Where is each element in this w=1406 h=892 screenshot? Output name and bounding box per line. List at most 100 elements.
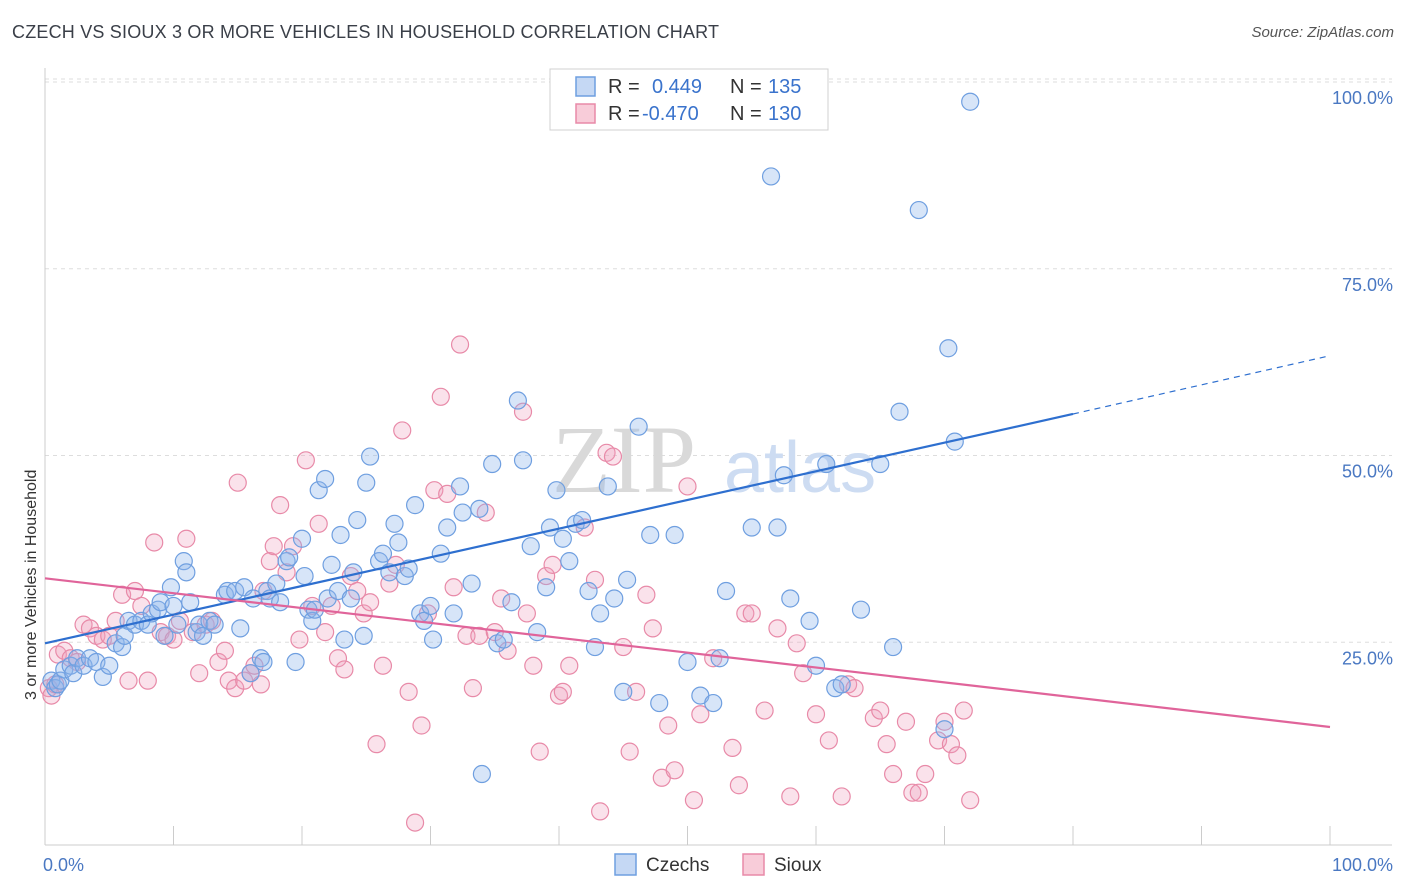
- czechs-point: [508, 391, 527, 410]
- czechs-point: [93, 667, 112, 687]
- x-tick-label-min: 0.0%: [43, 855, 84, 875]
- trendlines: [44, 355, 1331, 729]
- sioux-point: [373, 656, 393, 675]
- gridlines: [45, 78, 1392, 643]
- czechs-point: [716, 581, 736, 601]
- sioux-point: [864, 708, 883, 728]
- czechs-point: [742, 518, 761, 537]
- czechs-point: [890, 402, 909, 421]
- czechs-point: [115, 626, 134, 645]
- legend-n-value-czechs: 135: [768, 76, 801, 98]
- czechs-trendline-extension: [1072, 355, 1331, 415]
- sioux-point: [781, 787, 800, 806]
- sioux-point: [260, 552, 279, 571]
- czechs-point: [322, 555, 341, 574]
- czechs-point: [309, 481, 328, 500]
- czechs-point: [348, 510, 367, 530]
- sioux-point: [145, 533, 164, 552]
- czechs-point: [678, 652, 697, 672]
- czechs-point: [883, 637, 903, 657]
- czechs-point: [295, 566, 314, 586]
- sioux-point: [138, 671, 157, 690]
- legend: R = 0.449 N = 135 R = -0.470 N = 130: [549, 68, 829, 131]
- czechs-point: [832, 675, 851, 694]
- sioux-point: [768, 619, 787, 638]
- czechs-point: [528, 623, 547, 642]
- czechs-point: [357, 473, 376, 492]
- czechs-point: [303, 611, 322, 631]
- sioux-point: [335, 660, 354, 679]
- watermark: ZIP atlas: [552, 406, 876, 513]
- legend-n-label-sioux: N =: [730, 103, 762, 125]
- sioux-point: [361, 593, 380, 612]
- czechs-point: [553, 529, 572, 548]
- sioux-point: [492, 589, 511, 608]
- czechs-point: [231, 619, 250, 638]
- bottom-legend: Czechs Sioux: [614, 853, 822, 876]
- sioux-point: [916, 764, 935, 784]
- czechs-point: [598, 477, 617, 496]
- czechs-point: [112, 637, 132, 657]
- axes: [44, 68, 1392, 846]
- sioux-point: [883, 764, 903, 784]
- czechs-point: [629, 417, 648, 436]
- czechs-point: [641, 525, 660, 545]
- watermark-atlas: atlas: [724, 428, 876, 508]
- czechs-point: [373, 544, 393, 563]
- czechs-point: [405, 496, 425, 515]
- legend-swatch-czechs: [575, 76, 596, 97]
- czechs-point: [453, 503, 472, 522]
- sioux-point: [948, 746, 967, 765]
- chart-title: CZECH VS SIOUX 3 OR MORE VEHICLES IN HOU…: [12, 22, 720, 42]
- czechs-point: [335, 630, 354, 649]
- czechs-point: [800, 611, 819, 631]
- czechs-point: [389, 533, 408, 552]
- sioux-point: [530, 742, 549, 761]
- sioux-point: [412, 716, 431, 735]
- sioux-point: [626, 682, 646, 701]
- y-tick-label: 75.0%: [1342, 275, 1393, 295]
- czechs-point: [521, 537, 540, 556]
- sioux-point: [106, 611, 125, 631]
- czechs-point: [472, 764, 491, 784]
- czechs-point: [444, 604, 463, 623]
- czechs-point: [190, 615, 209, 634]
- czechs-point: [579, 581, 598, 601]
- sioux-point: [209, 652, 228, 672]
- sioux-point: [309, 514, 328, 533]
- czechs-point: [961, 92, 980, 111]
- sioux-point: [328, 649, 348, 668]
- czechs-point: [361, 447, 380, 466]
- czechs-point: [781, 589, 800, 608]
- sioux-trendline: [44, 577, 1331, 729]
- y-tick-label: 25.0%: [1342, 648, 1393, 668]
- sioux-point: [684, 791, 704, 810]
- sioux-point: [219, 671, 238, 690]
- czechs-point: [665, 525, 684, 545]
- czechs-point: [710, 649, 729, 668]
- sioux-point: [585, 570, 605, 589]
- sioux-point: [463, 679, 483, 698]
- czechs-point: [462, 574, 481, 593]
- sioux-point: [603, 447, 623, 466]
- sioux-point: [470, 626, 489, 645]
- legend-n-value-sioux: 130: [768, 103, 801, 125]
- sioux-point: [723, 738, 742, 757]
- czechs-point: [618, 570, 637, 589]
- czechs-point: [168, 615, 187, 634]
- czechs-point: [502, 593, 521, 612]
- czechs-point: [704, 693, 723, 713]
- czechs-point: [513, 451, 533, 470]
- czechs-point: [64, 664, 83, 683]
- legend-r-value-czechs: 0.449: [652, 76, 702, 98]
- czechs-point: [61, 656, 80, 675]
- sioux-point: [560, 656, 579, 675]
- sioux-point: [614, 637, 633, 657]
- czechs-point: [614, 682, 633, 701]
- czechs-point: [573, 510, 592, 530]
- watermark-zip: ZIP: [552, 406, 696, 513]
- czechs-point: [354, 626, 373, 645]
- sioux-point: [393, 421, 412, 440]
- czechs-point: [909, 200, 928, 220]
